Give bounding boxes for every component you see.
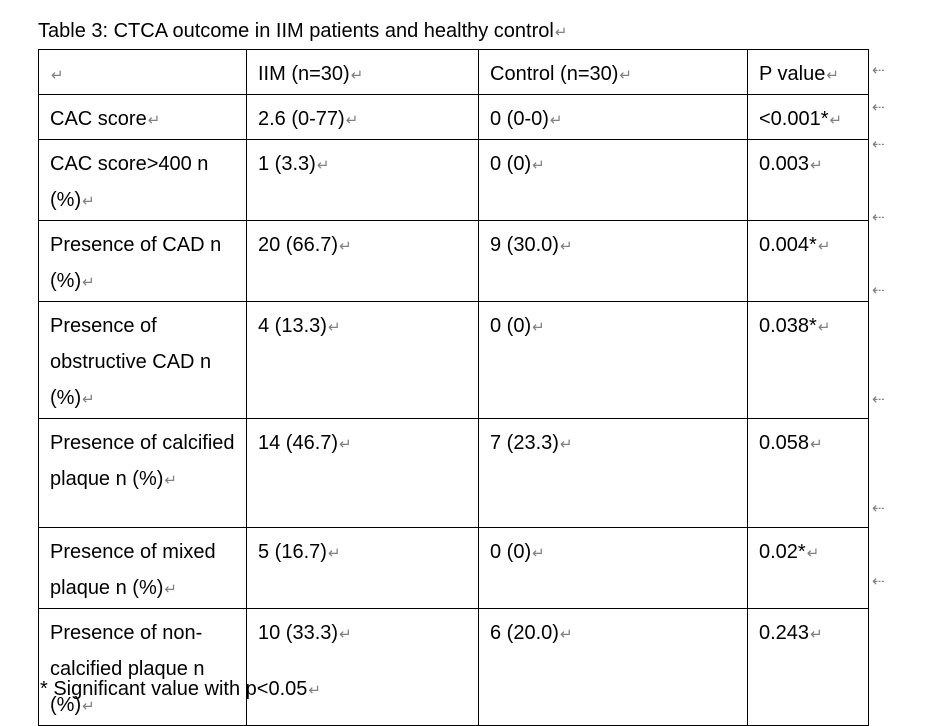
row-end-mark-icon: ⇠ [872,573,885,590]
paragraph-mark-icon: ↵ [532,319,545,336]
paragraph-mark-icon: ↵ [806,545,820,562]
p-value-cell: 0.243↵ [747,608,869,726]
row-label-cell: CAC score>400 n (%)↵ [38,139,247,221]
paragraph-mark-icon: ↵ [82,193,95,210]
paragraph-mark-icon: ↵ [82,391,95,408]
paragraph-mark-icon: ↵ [51,67,64,84]
paragraph-mark-icon: ↵ [619,67,632,84]
paragraph-mark-icon: ↵ [829,112,843,129]
iim-value-cell: 10 (33.3)↵ [246,608,479,726]
row-label-cell: Presence of obstructive CAD n (%)↵ [38,301,247,419]
iim-value-cell: 14 (46.7)↵ [246,418,479,528]
header-cell-iim: IIM (n=30)↵ [246,49,479,95]
table-footnote: * Significant value with p<0.05↵ [40,676,321,704]
paragraph-mark-icon: ↵ [327,545,341,562]
paragraph-mark-icon: ↵ [559,626,573,643]
header-cell-empty: ↵ [38,49,247,95]
table-caption: Table 3: CTCA outcome in IIM patients an… [38,18,567,46]
paragraph-mark-icon: ↵ [532,157,545,174]
p-value-cell: 0.02*↵ [747,527,869,609]
paragraph-mark-icon: ↵ [164,581,177,598]
table-header-row: ↵ IIM (n=30)↵ Control (n=30)↵ P value↵ [38,49,869,95]
paragraph-mark-icon: ↵ [532,545,545,562]
paragraph-mark-icon: ↵ [559,436,573,453]
paragraph-mark-icon: ↵ [308,682,321,699]
paragraph-mark-icon: ↵ [339,626,352,643]
paragraph-mark-icon: ↵ [817,238,831,255]
iim-value-cell: 2.6 (0-77)↵ [246,94,479,140]
paragraph-mark-icon: ↵ [554,24,568,41]
row-label-cell: CAC score↵ [38,94,247,140]
paragraph-mark-icon: ↵ [82,274,95,291]
row-label-cell: Presence of non-calcified plaque n (%)↵ [38,608,247,726]
table-row: Presence of non-calcified plaque n (%)↵ … [38,608,869,726]
iim-value-cell: 4 (13.3)↵ [246,301,479,419]
row-end-mark-icon: ⇠ [872,391,885,408]
paragraph-mark-icon: ↵ [327,319,341,336]
row-end-mark-icon: ⇠ [872,99,885,116]
paragraph-mark-icon: ↵ [817,319,831,336]
paragraph-mark-icon: ↵ [316,157,330,174]
paragraph-mark-icon: ↵ [810,626,823,643]
paragraph-mark-icon: ↵ [810,157,823,174]
p-value-cell: 0.004*↵ [747,220,869,302]
p-value-cell: <0.001*↵ [747,94,869,140]
row-label-cell: Presence of calcified plaque n (%)↵ [38,418,247,528]
iim-value-cell: 5 (16.7)↵ [246,527,479,609]
paragraph-mark-icon: ↵ [339,238,352,255]
header-cell-p-value: P value↵ [747,49,869,95]
paragraph-mark-icon: ↵ [339,436,352,453]
control-value-cell: 0 (0)↵ [478,301,748,419]
table-row: Presence of CAD n (%)↵ 20 (66.7)↵ 9 (30.… [38,220,869,302]
table-caption-text: Table 3: CTCA outcome in IIM patients an… [38,20,554,42]
row-end-mark-icon: ⇠ [872,62,885,79]
paragraph-mark-icon: ↵ [147,112,161,129]
paragraph-mark-icon: ↵ [350,67,364,84]
control-value-cell: 0 (0)↵ [478,139,748,221]
iim-value-cell: 1 (3.3)↵ [246,139,479,221]
control-value-cell: 7 (23.3)↵ [478,418,748,528]
row-end-mark-icon: ⇠ [872,282,885,299]
header-cell-control: Control (n=30)↵ [478,49,748,95]
table-footnote-text: * Significant value with p<0.05 [40,678,308,700]
paragraph-mark-icon: ↵ [345,112,359,129]
row-end-mark-icon: ⇠ [872,136,885,153]
paragraph-mark-icon: ↵ [549,112,563,129]
row-label-cell: Presence of CAD n (%)↵ [38,220,247,302]
table-row: Presence of obstructive CAD n (%)↵ 4 (13… [38,301,869,419]
paragraph-mark-icon: ↵ [164,472,177,489]
row-end-mark-icon: ⇠ [872,500,885,517]
table-row: CAC score↵ 2.6 (0-77)↵ 0 (0-0)↵ <0.001*↵ [38,94,869,140]
control-value-cell: 6 (20.0)↵ [478,608,748,726]
p-value-cell: 0.038*↵ [747,301,869,419]
p-value-cell: 0.003↵ [747,139,869,221]
control-value-cell: 0 (0-0)↵ [478,94,748,140]
control-value-cell: 0 (0)↵ [478,527,748,609]
ctca-outcome-table: ↵ IIM (n=30)↵ Control (n=30)↵ P value↵ C… [38,49,869,726]
table-row: Presence of mixed plaque n (%)↵ 5 (16.7)… [38,527,869,609]
table-row: CAC score>400 n (%)↵ 1 (3.3)↵ 0 (0)↵ 0.0… [38,139,869,221]
table-row: Presence of calcified plaque n (%)↵ 14 (… [38,418,869,528]
p-value-cell: 0.058↵ [747,418,869,528]
paragraph-mark-icon: ↵ [810,436,823,453]
iim-value-cell: 20 (66.7)↵ [246,220,479,302]
paragraph-mark-icon: ↵ [826,67,839,84]
paragraph-mark-icon: ↵ [559,238,573,255]
control-value-cell: 9 (30.0)↵ [478,220,748,302]
row-end-mark-icon: ⇠ [872,209,885,226]
row-label-cell: Presence of mixed plaque n (%)↵ [38,527,247,609]
